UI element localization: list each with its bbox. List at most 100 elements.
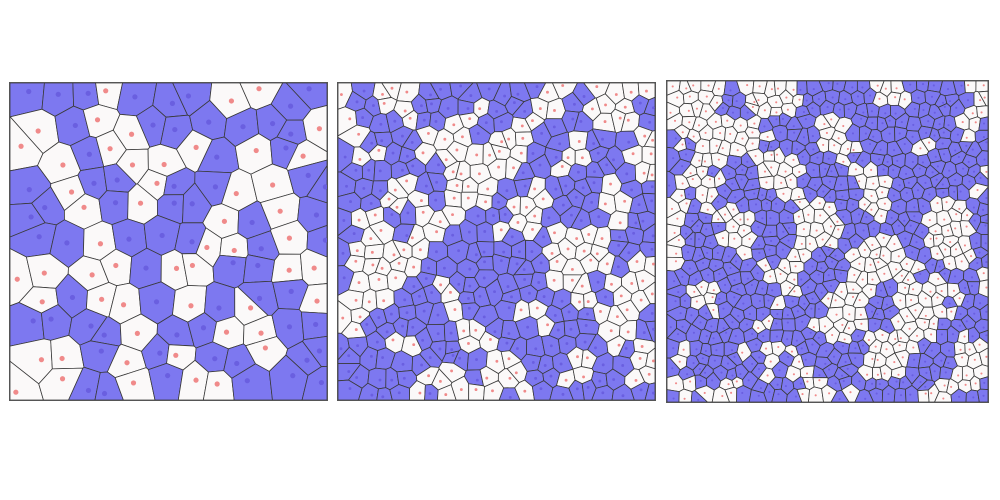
voronoi-site (875, 253, 878, 256)
voronoi-site (788, 227, 791, 230)
voronoi-site (576, 355, 579, 359)
voronoi-site (903, 219, 906, 222)
voronoi-site (717, 158, 720, 161)
voronoi-site (777, 393, 780, 396)
voronoi-site (907, 278, 910, 282)
voronoi-site (405, 154, 409, 158)
voronoi-site (841, 323, 844, 327)
voronoi-site (883, 180, 886, 183)
voronoi-site (377, 316, 381, 320)
voronoi-site (915, 241, 918, 244)
voronoi-site (878, 97, 881, 100)
voronoi-site (766, 374, 769, 377)
voronoi-site (357, 132, 361, 136)
voronoi-site (809, 331, 812, 334)
voronoi-site (687, 109, 690, 112)
voronoi-site (982, 326, 985, 329)
voronoi-site (537, 281, 541, 284)
voronoi-site (972, 396, 975, 399)
voronoi-site (165, 372, 171, 379)
voronoi-site (484, 121, 488, 125)
voronoi-site (400, 134, 404, 138)
voronoi-site (437, 163, 440, 167)
voronoi-site (978, 343, 981, 346)
voronoi-site (277, 208, 283, 214)
voronoi-site (954, 227, 957, 230)
voronoi-site (700, 285, 703, 289)
voronoi-site (828, 196, 831, 199)
voronoi-site (723, 213, 727, 216)
voronoi-site (924, 314, 927, 317)
voronoi-site (948, 349, 951, 352)
voronoi-site (688, 95, 691, 98)
voronoi-cell-empty (975, 81, 988, 93)
voronoi-site (590, 107, 594, 111)
voronoi-site (497, 165, 501, 169)
voronoi-site (677, 238, 680, 242)
voronoi-site (681, 182, 684, 185)
voronoi-site (107, 146, 113, 152)
voronoi-site (827, 248, 830, 251)
voronoi-site (621, 364, 625, 367)
voronoi-site (880, 214, 883, 217)
voronoi-site (800, 278, 803, 281)
voronoi-site (947, 124, 950, 127)
voronoi-site (964, 383, 967, 386)
voronoi-site (766, 135, 769, 139)
voronoi-site (575, 387, 579, 391)
voronoi-site (931, 171, 934, 174)
voronoi-site (651, 327, 655, 331)
voronoi-site (913, 206, 916, 209)
voronoi-site (651, 106, 655, 110)
voronoi-site (840, 290, 843, 293)
voronoi-site (678, 360, 681, 363)
voronoi-site (764, 144, 767, 147)
voronoi-site (234, 360, 240, 367)
voronoi-site (936, 296, 939, 299)
voronoi-site (671, 85, 674, 88)
voronoi-site (595, 252, 599, 256)
voronoi-site (674, 137, 677, 140)
voronoi-site (508, 395, 512, 399)
voronoi-site (843, 338, 846, 341)
voronoi-site (533, 187, 537, 191)
voronoi-site (673, 231, 676, 234)
voronoi-site (812, 88, 815, 91)
voronoi-cell-filled (683, 186, 697, 201)
voronoi-site (592, 181, 596, 185)
voronoi-site (26, 88, 32, 95)
voronoi-site (954, 248, 958, 251)
voronoi-site (427, 132, 430, 135)
voronoi-site (925, 371, 928, 374)
voronoi-site (872, 182, 875, 185)
voronoi-site (570, 267, 574, 271)
voronoi-site (831, 96, 834, 99)
voronoi-site (579, 119, 583, 123)
voronoi-site (452, 123, 456, 127)
voronoi-site (915, 334, 919, 337)
voronoi-site (355, 376, 359, 379)
voronoi-site (710, 195, 713, 198)
voronoi-site (230, 260, 236, 266)
voronoi-site (499, 259, 503, 263)
voronoi-site (533, 214, 537, 218)
voronoi-cell-empty (348, 240, 366, 258)
voronoi-site (734, 196, 737, 199)
voronoi-site (890, 216, 893, 219)
voronoi-site (902, 381, 905, 384)
voronoi-site (963, 244, 967, 247)
voronoi-site (799, 382, 802, 385)
voronoi-site (172, 126, 178, 133)
voronoi-site (521, 136, 525, 140)
voronoi-site (806, 286, 810, 289)
voronoi-site (715, 144, 718, 147)
voronoi-site (834, 254, 837, 257)
voronoi-site (848, 313, 851, 316)
voronoi-site (692, 204, 695, 207)
voronoi-site (753, 122, 756, 125)
voronoi-site (878, 158, 881, 161)
voronoi-site (973, 312, 976, 315)
voronoi-site (817, 336, 820, 339)
voronoi-site (530, 250, 534, 254)
voronoi-site (852, 253, 855, 256)
